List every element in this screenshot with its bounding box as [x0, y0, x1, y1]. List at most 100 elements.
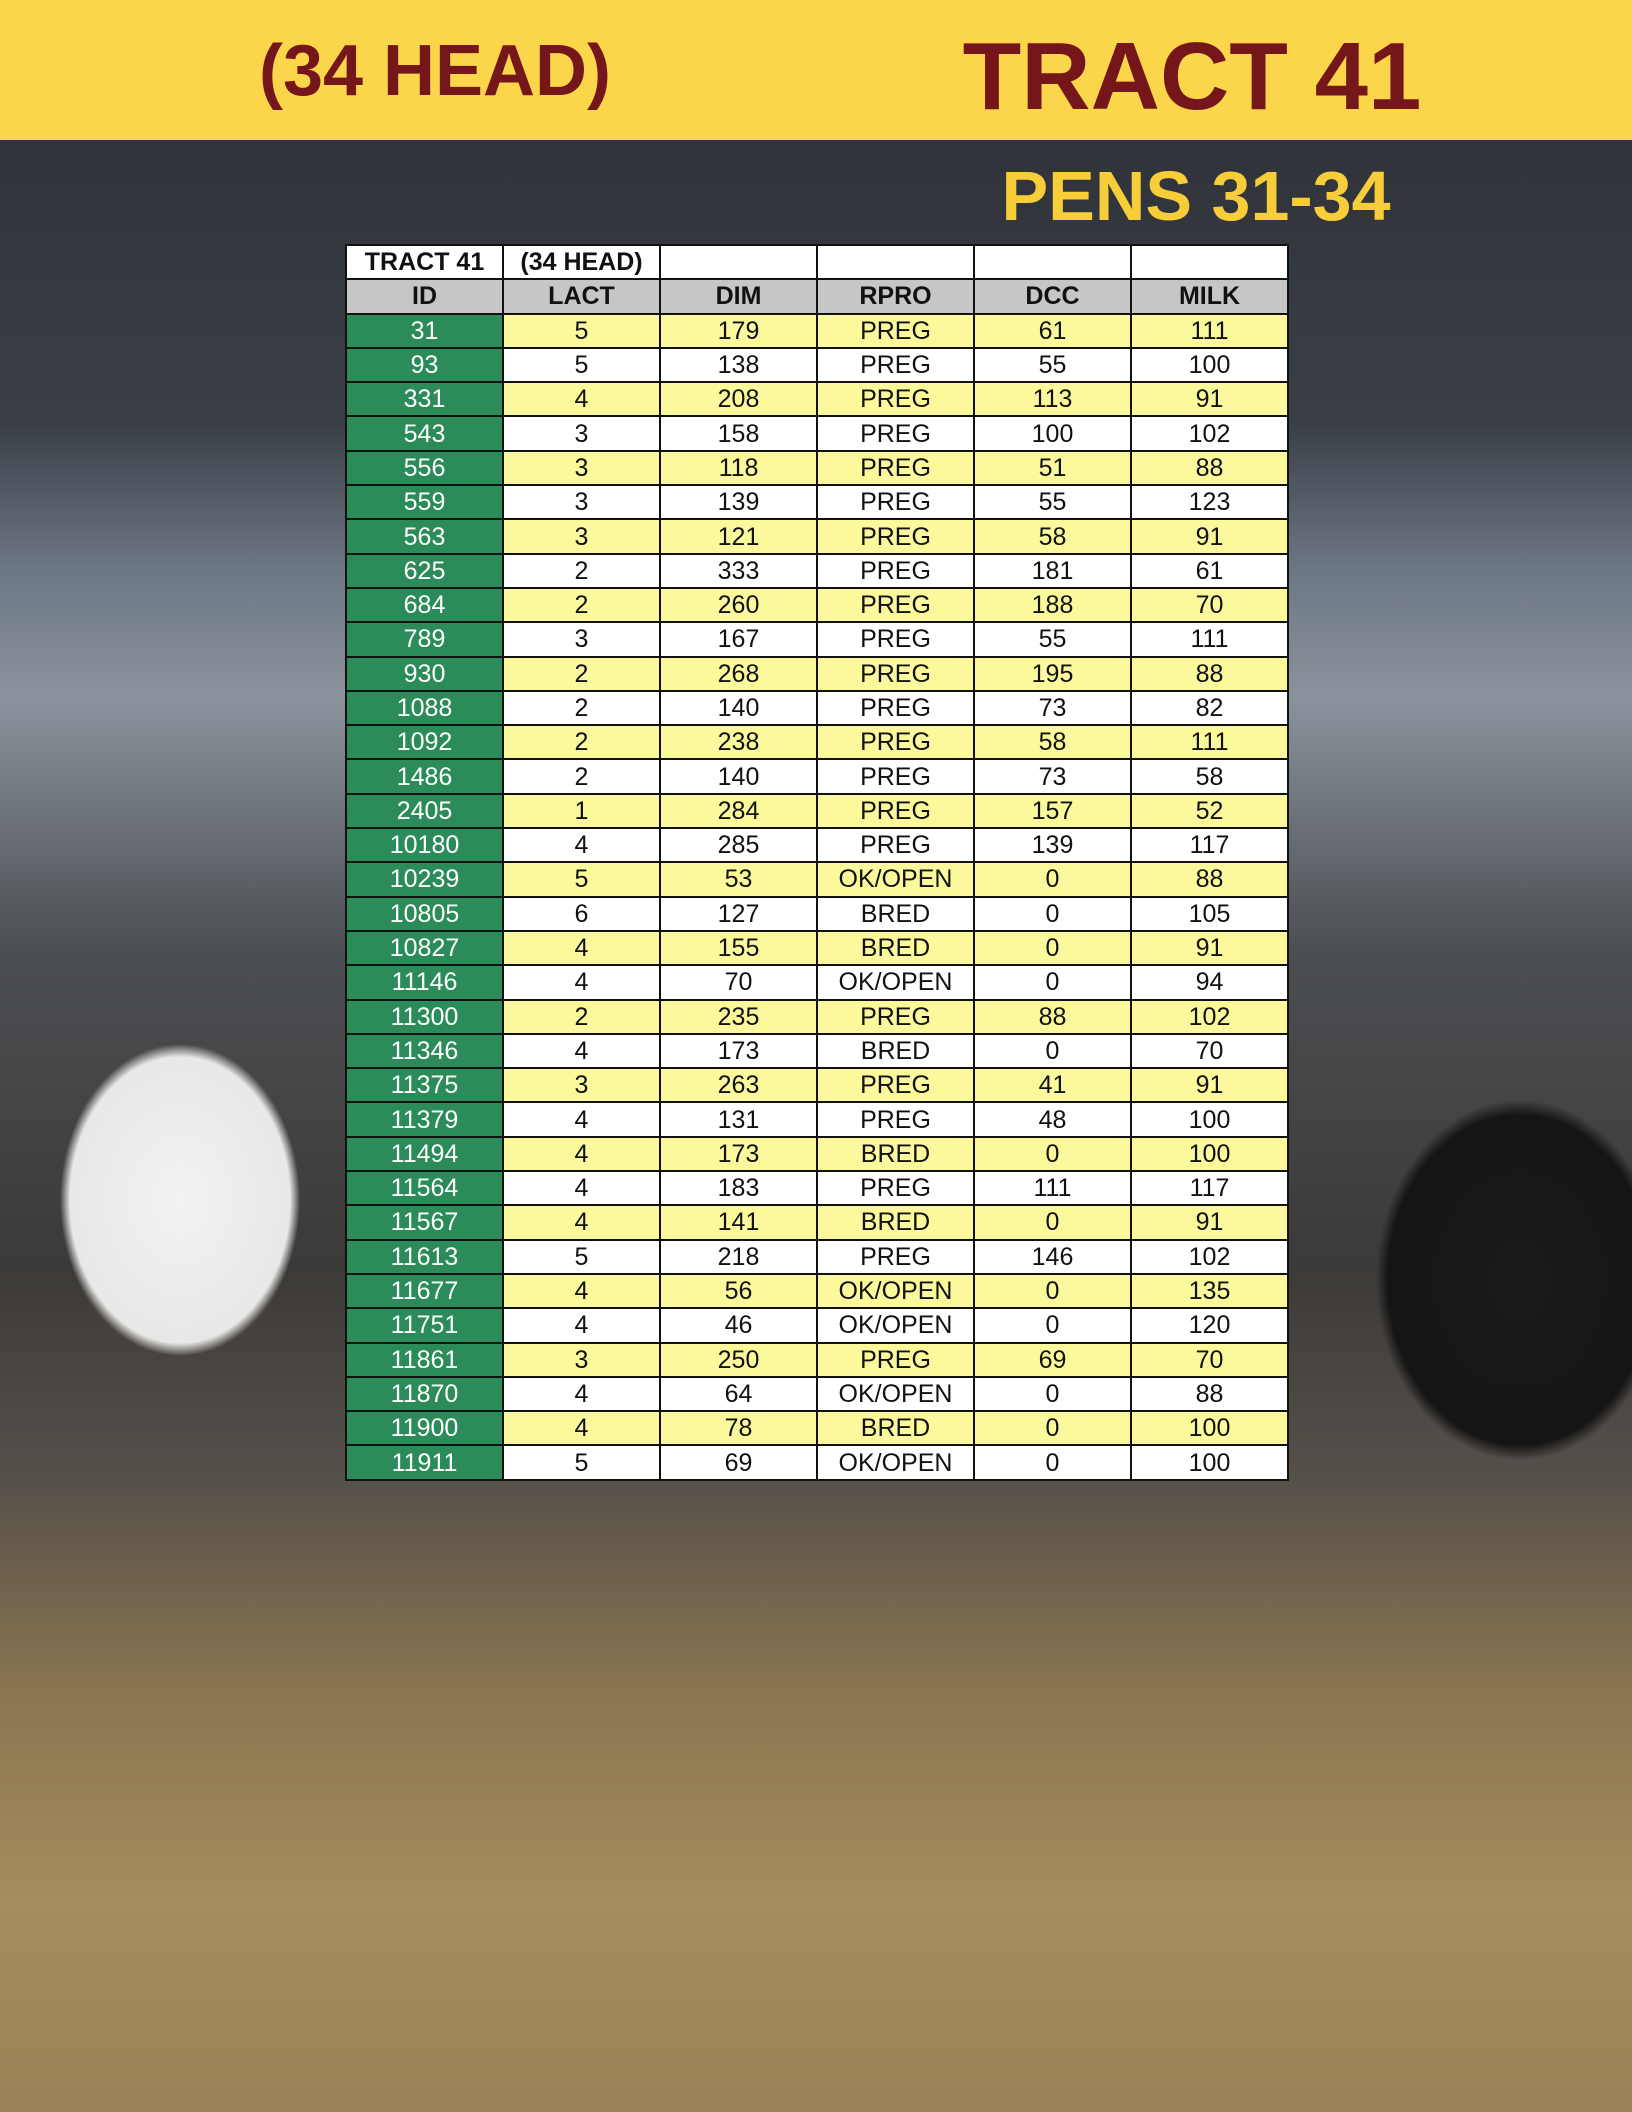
cell: BRED: [817, 1034, 974, 1068]
cell: 100: [1131, 1445, 1288, 1479]
cell: 52: [1131, 794, 1288, 828]
cell: 4: [503, 1171, 660, 1205]
cell: PREG: [817, 622, 974, 656]
id-cell: 1486: [346, 759, 503, 793]
cell: 2: [503, 588, 660, 622]
cell: PREG: [817, 519, 974, 553]
cell: 0: [974, 965, 1131, 999]
page-title: TRACT 41: [963, 22, 1422, 132]
cell: PREG: [817, 1343, 974, 1377]
cell: BRED: [817, 1137, 974, 1171]
cell: 100: [1131, 1102, 1288, 1136]
cell: 4: [503, 1308, 660, 1342]
cell: 102: [1131, 1000, 1288, 1034]
cell: 118: [660, 451, 817, 485]
cell: PREG: [817, 794, 974, 828]
cell: 0: [974, 1137, 1131, 1171]
cell: 181: [974, 554, 1131, 588]
cell: 2: [503, 759, 660, 793]
cell: 51: [974, 451, 1131, 485]
cell: 146: [974, 1240, 1131, 1274]
id-cell: 1088: [346, 691, 503, 725]
cell: PREG: [817, 554, 974, 588]
cell: PREG: [817, 416, 974, 450]
id-cell: 11379: [346, 1102, 503, 1136]
cell: 155: [660, 931, 817, 965]
cell: 158: [660, 416, 817, 450]
cell: 69: [974, 1343, 1131, 1377]
cell: 91: [1131, 519, 1288, 553]
cell: 0: [974, 1377, 1131, 1411]
id-cell: 10239: [346, 862, 503, 896]
cell: 285: [660, 828, 817, 862]
id-cell: 11346: [346, 1034, 503, 1068]
cell: 141: [660, 1205, 817, 1239]
cell: 46: [660, 1308, 817, 1342]
id-cell: 11494: [346, 1137, 503, 1171]
cell: 55: [974, 622, 1131, 656]
cell: 41: [974, 1068, 1131, 1102]
top-cell: [660, 245, 817, 279]
cell: OK/OPEN: [817, 1377, 974, 1411]
cell: 4: [503, 1034, 660, 1068]
cell: 91: [1131, 1068, 1288, 1102]
cell: 4: [503, 1377, 660, 1411]
cell: 48: [974, 1102, 1131, 1136]
cell: 2: [503, 1000, 660, 1034]
top-row: TRACT 41(34 HEAD): [346, 245, 1288, 279]
top-cell: [1131, 245, 1288, 279]
id-cell: 11567: [346, 1205, 503, 1239]
cell: BRED: [817, 931, 974, 965]
cell: OK/OPEN: [817, 1308, 974, 1342]
cell: 123: [1131, 485, 1288, 519]
subtitle: PENS 31-34: [1001, 156, 1390, 236]
id-cell: 2405: [346, 794, 503, 828]
cell: 173: [660, 1034, 817, 1068]
cell: 102: [1131, 416, 1288, 450]
id-cell: 10805: [346, 897, 503, 931]
cell: 4: [503, 1137, 660, 1171]
cell: 238: [660, 725, 817, 759]
cell: 188: [974, 588, 1131, 622]
cell: 0: [974, 1411, 1131, 1445]
column-header: ID: [346, 279, 503, 313]
cell: 263: [660, 1068, 817, 1102]
id-cell: 789: [346, 622, 503, 656]
cell: PREG: [817, 451, 974, 485]
cell: 139: [660, 485, 817, 519]
cell: 157: [974, 794, 1131, 828]
cell: 82: [1131, 691, 1288, 725]
cell: PREG: [817, 1000, 974, 1034]
cell: 260: [660, 588, 817, 622]
cell: 127: [660, 897, 817, 931]
cell: 5: [503, 1240, 660, 1274]
cell: 4: [503, 965, 660, 999]
cell: PREG: [817, 725, 974, 759]
cell: 195: [974, 657, 1131, 691]
cell: PREG: [817, 485, 974, 519]
column-header: DIM: [660, 279, 817, 313]
id-cell: 11300: [346, 1000, 503, 1034]
cell: 111: [1131, 725, 1288, 759]
cell: 61: [974, 314, 1131, 348]
id-cell: 625: [346, 554, 503, 588]
column-header: DCC: [974, 279, 1131, 313]
cell: 111: [974, 1171, 1131, 1205]
